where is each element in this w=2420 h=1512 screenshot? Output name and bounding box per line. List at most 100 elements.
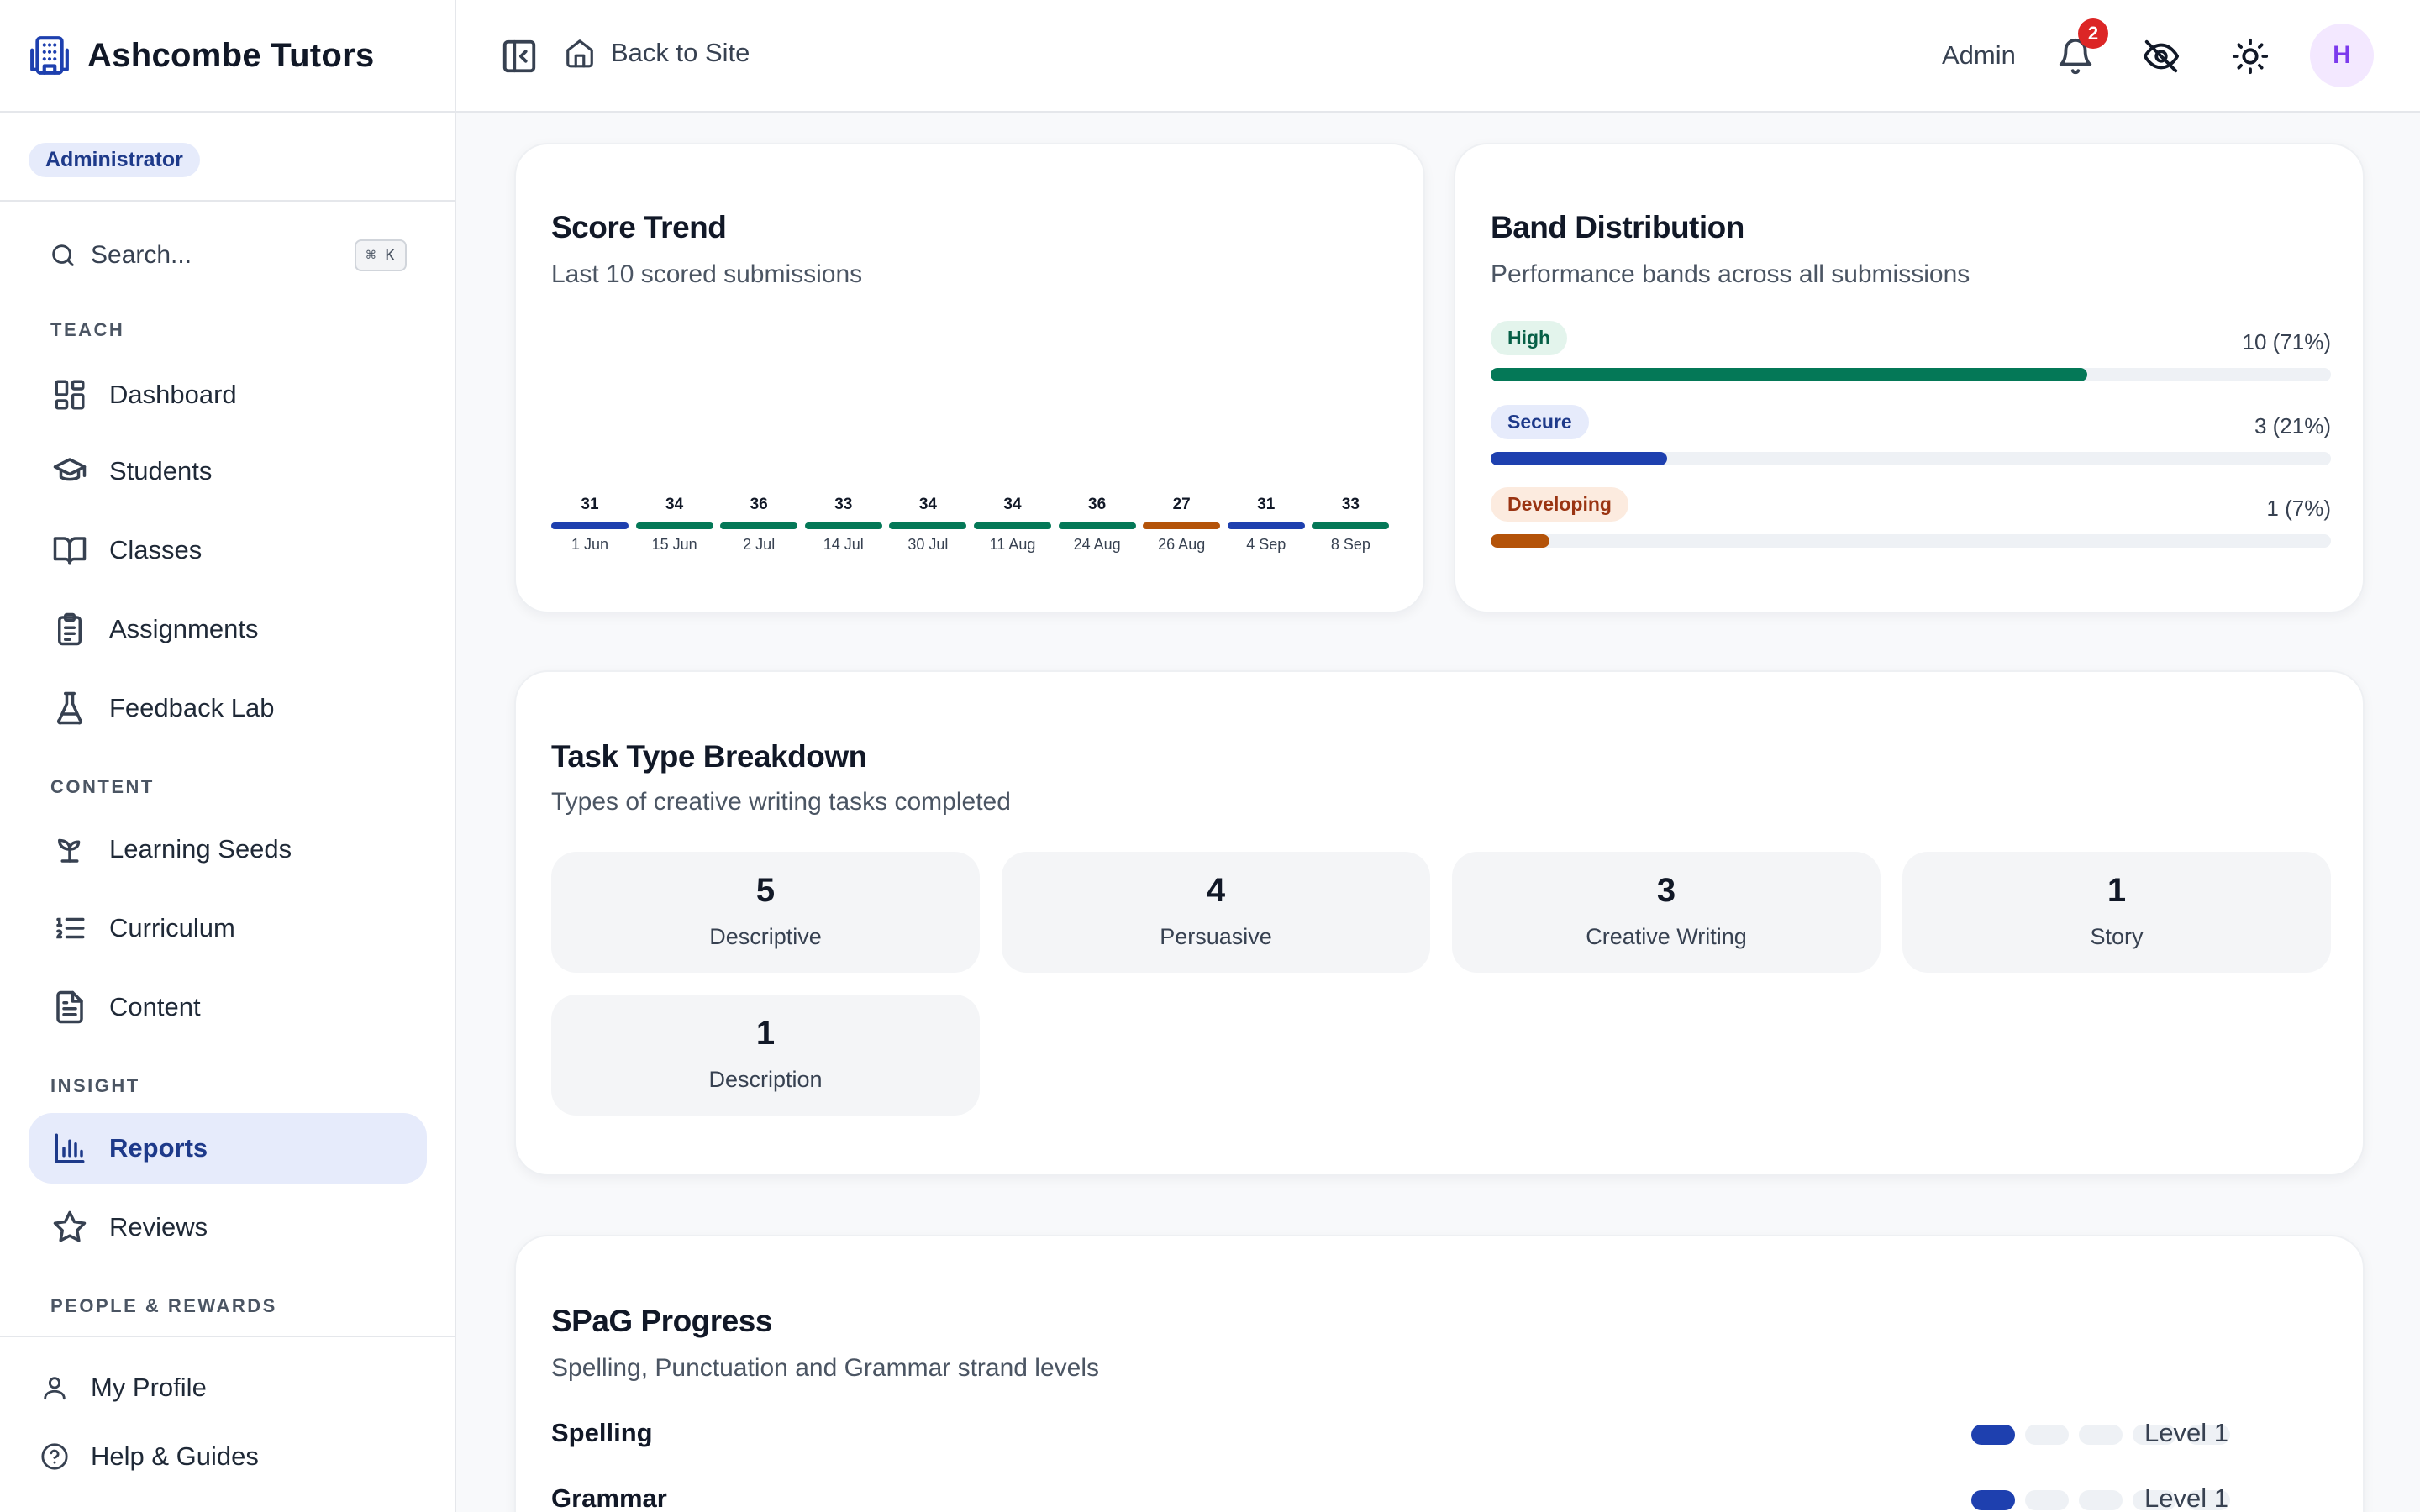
spag-level-dot <box>2133 1425 2176 1445</box>
band-pill: Developing <box>1491 487 1628 522</box>
task-count: 4 <box>1206 872 1226 909</box>
sidebar-item-reports[interactable]: Reports <box>29 1113 427 1184</box>
band-count: 1 (7%) <box>2266 496 2331 521</box>
trend-bar[interactable] <box>1227 522 1305 529</box>
trend-column: 34 30 Jul <box>889 496 967 554</box>
spag-progress-card: SPaG Progress Spelling, Punctuation and … <box>514 1235 2365 1512</box>
back-to-site-link[interactable]: Back to Site <box>564 37 750 69</box>
trend-column: 33 14 Jul <box>804 496 882 554</box>
task-tile-descriptive: 5 Descriptive <box>551 852 980 973</box>
user-icon <box>44 1377 66 1400</box>
task-tile-story: 1 Story <box>1902 852 2331 973</box>
band-pill: High <box>1491 321 1568 355</box>
sidebar-item-learning-seeds[interactable]: Learning Seeds <box>29 814 427 885</box>
trend-value-label: 31 <box>1257 496 1276 513</box>
score-trend-card: Score Trend Last 10 scored submissions 3… <box>514 143 1425 613</box>
task-tile-persuasive: 4 Persuasive <box>1002 852 1430 973</box>
band-distribution-title: Band Distribution <box>1491 210 1744 244</box>
trend-value-label: 33 <box>834 496 853 513</box>
trend-bar[interactable] <box>889 522 967 529</box>
sidebar-item-feedback-lab[interactable]: Feedback Lab <box>29 673 427 743</box>
trend-column: 33 8 Sep <box>1312 496 1390 554</box>
building-icon <box>30 36 69 75</box>
trend-date-label: 14 Jul <box>823 536 864 553</box>
section-label-people-rewards: PEOPLE & REWARDS <box>50 1295 277 1316</box>
task-label: Story <box>2090 924 2144 949</box>
trend-value-label: 33 <box>1341 496 1360 513</box>
brand[interactable]: Ashcombe Tutors <box>0 0 455 113</box>
spag-level-dots <box>1971 1490 2230 1510</box>
back-to-site-label: Back to Site <box>611 38 750 67</box>
sidebar-item-assignments[interactable]: Assignments <box>29 594 427 664</box>
task-count: 5 <box>755 872 776 909</box>
spag-level-dot <box>2133 1490 2176 1510</box>
score-trend-title: Score Trend <box>551 210 727 244</box>
trend-bar[interactable] <box>804 522 882 529</box>
sidebar-item-label: Students <box>109 456 213 486</box>
sidebar-item-label: Dashboard <box>109 380 237 409</box>
spag-level-dot <box>2186 1490 2230 1510</box>
sun-icon[interactable] <box>2231 37 2270 76</box>
spag-level-dot <box>2025 1490 2069 1510</box>
bell-icon[interactable] <box>2056 37 2095 76</box>
trend-bar[interactable] <box>635 522 713 529</box>
trend-column: 34 15 Jun <box>635 496 713 554</box>
help-guides-link[interactable]: Help & Guides <box>40 1441 259 1472</box>
eye-off-icon[interactable] <box>2142 37 2181 76</box>
sidebar-item-label: Reports <box>109 1133 208 1163</box>
file-text-icon <box>56 990 83 1024</box>
spag-title: SPaG Progress <box>551 1304 772 1338</box>
sidebar-toggle-icon[interactable] <box>500 37 539 76</box>
sidebar-item-students[interactable]: Students <box>29 436 427 507</box>
spag-row-spelling: Spelling Level 1 <box>551 1413 2230 1455</box>
help-circle-icon <box>41 1443 68 1470</box>
avatar[interactable]: H <box>2310 24 2374 87</box>
search-button[interactable]: Search... ⌘ K <box>29 230 407 281</box>
search-shortcut: ⌘ K <box>354 239 407 271</box>
my-profile-link[interactable]: My Profile <box>40 1373 207 1403</box>
sidebar-item-dashboard[interactable]: Dashboard <box>29 360 427 430</box>
trend-bar[interactable] <box>720 522 798 529</box>
trend-bar[interactable] <box>1143 522 1221 529</box>
sidebar-item-content[interactable]: Content <box>29 972 427 1042</box>
role-badge: Administrator <box>29 143 200 177</box>
spag-level-dots <box>1971 1425 2230 1445</box>
spag-subtitle: Spelling, Punctuation and Grammar strand… <box>551 1354 1100 1382</box>
trend-date-label: 4 Sep <box>1246 536 1286 553</box>
trend-column: 27 26 Aug <box>1143 496 1221 554</box>
trend-date-label: 26 Aug <box>1158 536 1206 553</box>
spag-level-dot <box>2079 1490 2123 1510</box>
trend-bar[interactable] <box>1058 522 1136 529</box>
topbar: Back to Site Admin 2 H <box>456 0 2420 113</box>
band-track <box>1491 452 2331 465</box>
band-count: 3 (21%) <box>2254 413 2331 438</box>
search-placeholder: Search... <box>91 241 192 269</box>
sidebar-item-label: Learning Seeds <box>109 834 292 864</box>
dashboard-icon <box>55 380 85 410</box>
sidebar-item-classes[interactable]: Classes <box>29 515 427 585</box>
sidebar-item-reviews[interactable]: Reviews <box>29 1192 427 1263</box>
graduation-cap-icon <box>53 458 87 481</box>
task-breakdown-card: Task Type Breakdown Types of creative wr… <box>514 670 2365 1176</box>
task-label: Persuasive <box>1160 924 1272 949</box>
my-profile-label: My Profile <box>91 1373 207 1402</box>
band-track <box>1491 368 2331 381</box>
spag-level-dot <box>1971 1425 2015 1445</box>
task-tile-creative-writing: 3 Creative Writing <box>1452 852 1881 973</box>
trend-bar[interactable] <box>974 522 1051 529</box>
trend-column: 34 11 Aug <box>974 496 1051 554</box>
trend-column: 31 1 Jun <box>551 496 629 554</box>
trend-bar[interactable] <box>1312 522 1390 529</box>
book-open-icon <box>53 537 87 565</box>
trend-date-label: 11 Aug <box>989 536 1036 553</box>
spag-strand-name: Spelling <box>551 1418 653 1447</box>
trend-bar[interactable] <box>551 522 629 529</box>
task-count: 1 <box>755 1015 776 1052</box>
spag-strand-name: Grammar <box>551 1483 667 1512</box>
sidebar-item-curriculum[interactable]: Curriculum <box>29 893 427 963</box>
user-role-label: Admin <box>1942 40 2016 70</box>
task-breakdown-title: Task Type Breakdown <box>551 739 867 774</box>
band-fill <box>1491 452 1667 465</box>
band-pill: Secure <box>1491 405 1589 439</box>
trend-date-label: 1 Jun <box>571 536 609 553</box>
